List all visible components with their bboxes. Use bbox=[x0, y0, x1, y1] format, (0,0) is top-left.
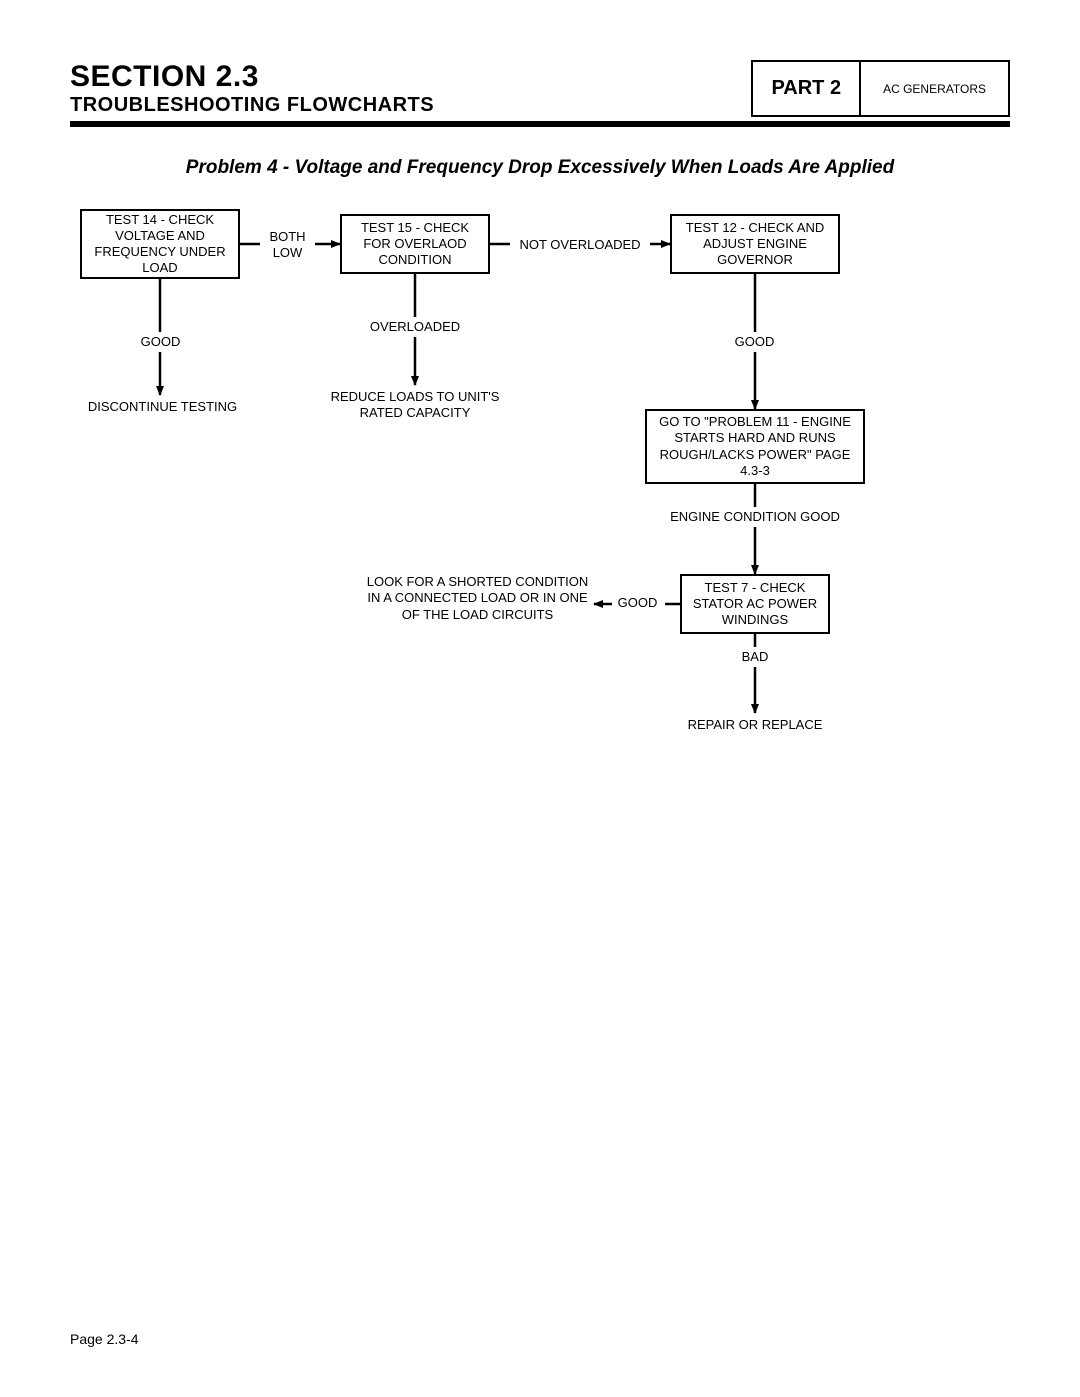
flowchart-label-t_notoverloaded: NOT OVERLOADED bbox=[510, 237, 650, 253]
flowchart-node-n4: GO TO "PROBLEM 11 - ENGINE STARTS HARD A… bbox=[645, 409, 865, 484]
flowchart-label-t_good2: GOOD bbox=[732, 334, 777, 350]
category-box: AC GENERATORS bbox=[859, 60, 1010, 117]
problem-title: Problem 4 - Voltage and Frequency Drop E… bbox=[70, 157, 1010, 179]
part-box: PART 2 bbox=[751, 60, 859, 117]
flowchart-label-t_lookshorted: LOOK FOR A SHORTED CONDITION IN A CONNEC… bbox=[365, 574, 590, 623]
section-title: SECTION 2.3 bbox=[70, 60, 751, 94]
flowchart-label-t_good3: GOOD bbox=[615, 595, 660, 611]
flowchart-node-n1: TEST 14 - CHECK VOLTAGE AND FREQUENCY UN… bbox=[80, 209, 240, 279]
flowchart-node-n2: TEST 15 - CHECK FOR OVERLAOD CONDITION bbox=[340, 214, 490, 274]
subsection-title: TROUBLESHOOTING FLOWCHARTS bbox=[70, 94, 751, 117]
flowchart-label-t_repair: REPAIR OR REPLACE bbox=[675, 717, 835, 733]
flowchart-label-t_good1: GOOD bbox=[138, 334, 183, 350]
flowchart: TEST 14 - CHECK VOLTAGE AND FREQUENCY UN… bbox=[70, 209, 1010, 769]
flowchart-label-t_discontinue: DISCONTINUE TESTING bbox=[80, 399, 245, 415]
page-header: SECTION 2.3 TROUBLESHOOTING FLOWCHARTS P… bbox=[70, 60, 1010, 127]
flowchart-label-t_overloaded: OVERLOADED bbox=[365, 319, 465, 335]
flowchart-label-t_bad: BAD bbox=[740, 649, 770, 665]
page-footer: Page 2.3-4 bbox=[70, 1331, 139, 1347]
flowchart-node-n5: TEST 7 - CHECK STATOR AC POWER WINDINGS bbox=[680, 574, 830, 634]
flowchart-label-t_reduce: REDUCE LOADS TO UNIT'S RATED CAPACITY bbox=[325, 389, 505, 422]
flowchart-label-t_enginegood: ENGINE CONDITION GOOD bbox=[665, 509, 845, 525]
flowchart-connectors bbox=[70, 209, 1010, 769]
flowchart-label-t_bothlow: BOTH LOW bbox=[260, 229, 315, 262]
flowchart-node-n3: TEST 12 - CHECK AND ADJUST ENGINE GOVERN… bbox=[670, 214, 840, 274]
